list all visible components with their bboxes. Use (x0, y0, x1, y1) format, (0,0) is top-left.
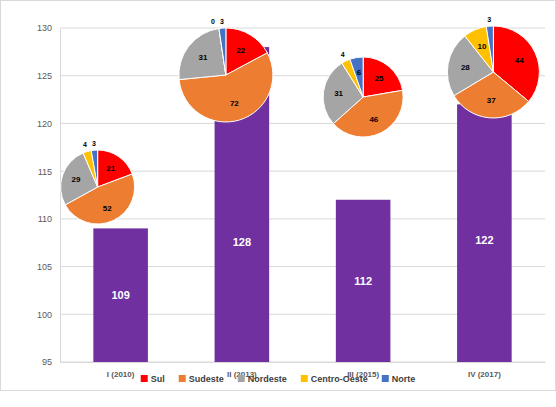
y-tick: 115 (38, 167, 60, 177)
bar-label: 122 (475, 234, 493, 246)
legend-item: Nordeste (238, 374, 287, 384)
pie-label: 72 (230, 99, 239, 108)
bar-label: 128 (233, 236, 251, 248)
pie-label: 10 (478, 42, 487, 51)
y-axis: 95 100 105 110 115 120 125 130 (37, 23, 61, 367)
bar (93, 228, 148, 362)
x-tick-label: I (2010) (107, 370, 135, 379)
x-tick-label: IV (2017) (468, 370, 501, 379)
grid-line (60, 28, 545, 29)
pie: 44 37 28 10 3 (447, 16, 539, 118)
pie-slice (83, 151, 98, 187)
x-axis-line (61, 362, 546, 363)
legend: Sul Sudeste Nordeste Centro-Oeste Norte (141, 374, 416, 384)
pie-slice (219, 28, 226, 75)
legend-label: Centro-Oeste (311, 374, 368, 384)
pie-label: 28 (461, 63, 470, 72)
pie-slice (350, 57, 363, 97)
y-tick-label: 110 (38, 214, 52, 224)
pie-label: 3 (92, 140, 96, 147)
pie-label: 25 (375, 74, 384, 83)
legend-item: Sudeste (179, 374, 224, 384)
bar (336, 200, 391, 362)
pie-slice (323, 63, 363, 124)
x-tick: IV (2017) (468, 362, 501, 379)
pies: 215229432272310325463146443728103 (61, 16, 540, 224)
y-tick: 105 (37, 262, 60, 272)
pie-label: 46 (369, 115, 378, 124)
y-axis-line (60, 29, 61, 363)
pie-label: 29 (71, 175, 80, 184)
pie-label: 31 (334, 89, 343, 98)
pie-label: 3 (487, 16, 491, 23)
pie-label: 4 (341, 51, 345, 58)
bar-label: 112 (354, 275, 372, 287)
pie-slice (219, 29, 226, 75)
pie-label: 21 (106, 164, 115, 173)
pie-slice (179, 29, 226, 80)
bar-label: 109 (111, 289, 129, 301)
pie-label: 22 (236, 46, 245, 55)
y-tick-label: 95 (42, 357, 52, 367)
y-tick-label: 100 (37, 310, 52, 320)
y-tick-label: 115 (38, 167, 52, 177)
pie-label: 37 (487, 96, 496, 105)
legend-label: Nordeste (248, 374, 287, 384)
chart: 95100105110115120125130I (2010)II (2013)… (0, 0, 556, 407)
legend-label: Sudeste (189, 374, 224, 384)
legend-item: Centro-Oeste (301, 374, 368, 384)
pie-label: 31 (198, 53, 207, 62)
legend-label: Norte (392, 374, 416, 384)
y-tick: 100 (37, 310, 60, 320)
y-tick-label: 120 (37, 119, 52, 129)
pie-label: 0 (211, 18, 215, 25)
y-tick: 125 (37, 71, 60, 81)
x-tick: I (2010) (107, 362, 135, 379)
legend-swatch (382, 375, 389, 382)
pie: 21 52 29 43 (61, 140, 135, 224)
bars (93, 47, 511, 362)
y-tick-label: 125 (37, 71, 52, 81)
pie: 25463146 (323, 51, 403, 137)
y-tick-label: 105 (37, 262, 52, 272)
legend-label: Sul (151, 374, 165, 384)
pie-slice (91, 150, 97, 187)
legend-swatch (179, 375, 186, 382)
legend-swatch (238, 375, 245, 382)
pie-label: 3 (220, 18, 224, 25)
bar (457, 104, 512, 362)
y-tick: 95 (42, 357, 60, 367)
pie-slice (486, 26, 493, 72)
y-tick: 120 (37, 119, 60, 129)
pie-label: 52 (103, 204, 112, 213)
y-tick: 110 (38, 214, 60, 224)
y-tick: 130 (37, 23, 60, 33)
legend-swatch (301, 375, 308, 382)
legend-item: Norte (382, 374, 416, 384)
pie-label: 4 (83, 141, 87, 148)
y-tick-label: 130 (37, 23, 52, 33)
pie-label: 6 (357, 68, 362, 77)
pie-label: 44 (515, 56, 524, 65)
legend-item: Sul (141, 374, 165, 384)
legend-swatch (141, 375, 148, 382)
pie: 22 72 31 03 (179, 18, 273, 122)
bar-labels: 109 128 112 122 (111, 234, 493, 301)
